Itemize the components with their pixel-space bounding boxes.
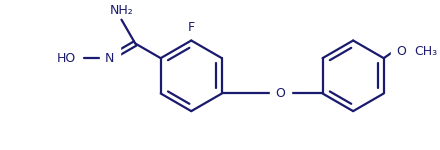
Text: HO: HO: [57, 52, 77, 65]
Text: O: O: [396, 45, 407, 58]
Text: CH₃: CH₃: [414, 45, 437, 58]
Text: NH₂: NH₂: [110, 4, 133, 17]
Text: N: N: [105, 52, 114, 65]
Text: F: F: [188, 21, 195, 34]
Text: O: O: [275, 87, 285, 100]
